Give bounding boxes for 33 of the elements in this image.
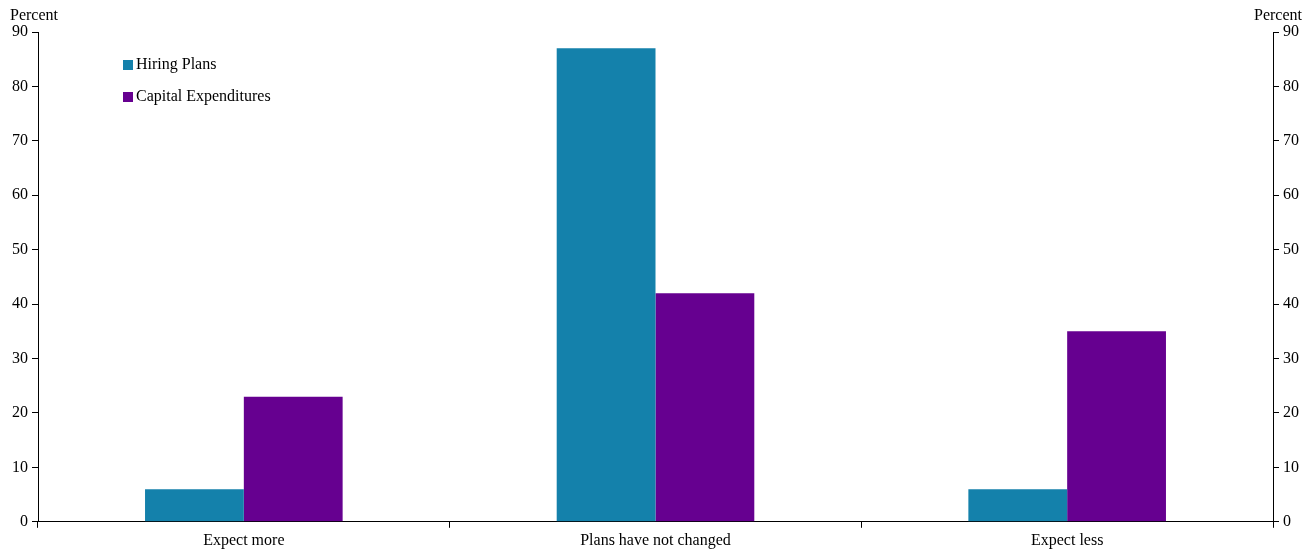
y2-tick-label: 30 (1283, 348, 1299, 366)
y2-tick-label: 60 (1283, 185, 1299, 203)
y-tick-label: 20 (12, 403, 28, 421)
bar (968, 489, 1068, 522)
legend-label: Hiring Plans (136, 55, 217, 74)
legend-label: Capital Expenditures (136, 87, 271, 106)
bar (145, 489, 244, 522)
bar (1067, 331, 1166, 522)
x-tick-label: Expect less (1030, 530, 1104, 549)
y-tick-label: 90 (12, 22, 28, 40)
y2-tick-label: 0 (1283, 512, 1291, 529)
bar (655, 293, 755, 522)
bar (243, 396, 343, 522)
bar (556, 48, 656, 522)
x-tick-label: Expect more (203, 530, 285, 549)
y2-axis-title: Percent (1254, 6, 1303, 23)
y2-tick-label: 80 (1283, 76, 1299, 94)
y2-tick-label: 70 (1283, 131, 1299, 149)
y-tick-label: 40 (12, 294, 28, 312)
y-tick-label: 60 (12, 185, 28, 203)
y-tick-label: 30 (12, 348, 28, 366)
y2-tick-label: 20 (1283, 403, 1299, 421)
y-tick-label: 50 (12, 239, 28, 257)
y-tick-label: 10 (12, 457, 28, 475)
y2-tick-label: 50 (1283, 239, 1299, 257)
y-tick-label: 80 (12, 76, 28, 94)
y-tick-label: 70 (12, 131, 28, 149)
x-tick-label: Plans have not changed (580, 530, 731, 549)
y-axis-title: Percent (10, 6, 59, 23)
y2-tick-label: 10 (1283, 457, 1299, 475)
y-tick-label: 0 (20, 512, 28, 529)
y2-tick-label: 90 (1283, 22, 1299, 40)
y2-tick-label: 40 (1283, 294, 1299, 312)
